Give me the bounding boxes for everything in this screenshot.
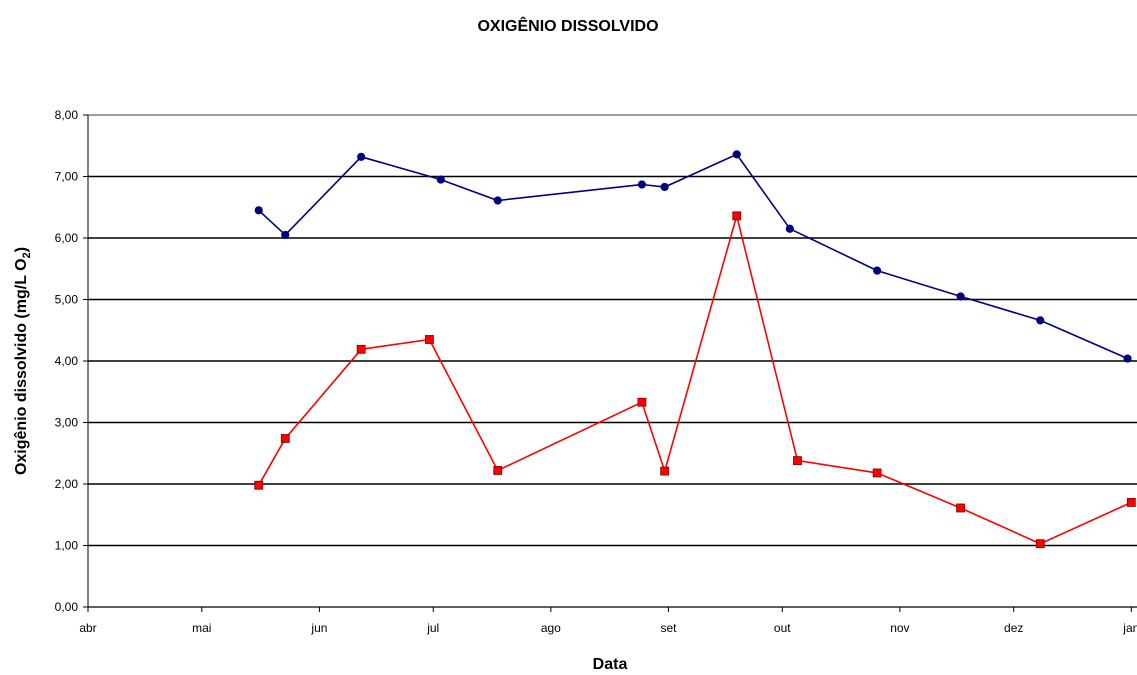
data-point [280,434,290,443]
gridlines [88,114,1137,547]
y-tick-label: 1,00 [55,539,79,553]
data-point [1035,539,1045,549]
series-1 [254,150,1132,363]
data-point [357,152,366,161]
data-point [637,180,647,189]
data-point [956,503,965,513]
x-tick-label: dez [1004,621,1023,635]
series-layer [254,150,1136,549]
data-point [1126,498,1136,507]
data-point [254,206,263,215]
x-tick-label: jun [310,621,327,635]
axes [83,114,1137,612]
y-tick-label: 2,00 [55,477,79,491]
data-point [281,230,290,240]
x-tick-label: nov [890,621,909,635]
y-tick-labels: 0,00 1,00 2,00 3,00 4,00 5,00 6,00 7,00 8,00 [55,108,79,614]
series-2 [254,211,1136,549]
data-point [637,397,647,407]
y-axis-title-main: Oxigênio dissolvido (mg/L O [13,258,30,475]
series-line [258,153,1128,360]
y-axis-title-subscript: 2 [21,252,33,258]
data-point [872,468,882,478]
data-point [732,150,741,159]
data-point [1036,316,1045,325]
data-point [1123,354,1132,363]
x-tick-label: mai [192,621,211,635]
data-point [732,211,742,221]
y-tick-label: 5,00 [55,293,79,307]
x-tick-label: jul [426,621,439,635]
x-tick-label: jan [1122,621,1137,635]
data-point [254,480,264,490]
series-line [258,212,1132,545]
data-point [660,466,670,476]
y-axis-title: Oxigênio dissolvido (mg/L O2) [13,247,33,475]
data-point [493,466,503,475]
data-point [785,224,794,233]
y-tick-label: 6,00 [55,231,79,245]
y-tick-label: 8,00 [55,108,79,122]
x-tick-label: out [774,621,791,635]
x-tick-labels: abr mai jun jul ago set out nov dez jan [79,621,1137,635]
data-point [873,266,882,275]
y-tick-label: 3,00 [55,416,79,430]
data-point [660,182,669,192]
y-axis-title-close: ) [13,247,30,252]
data-point [436,175,445,184]
y-tick-label: 0,00 [55,600,79,614]
x-tick-label: abr [79,621,96,635]
x-tick-label: ago [541,621,561,635]
data-point [425,335,434,344]
data-point [956,292,965,301]
data-point [493,196,502,205]
data-point [356,344,366,354]
y-tick-label: 4,00 [55,354,79,368]
y-tick-label: 7,00 [55,170,79,184]
chart-title: OXIGÊNIO DISSOLVIDO [477,16,658,35]
x-axis-title: Data [593,656,628,673]
x-tick-label: set [660,621,677,635]
data-point [793,456,802,466]
